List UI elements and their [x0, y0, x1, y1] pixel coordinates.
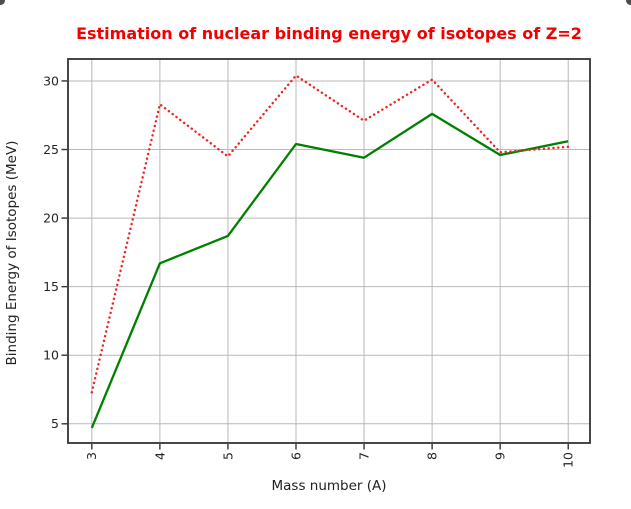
green-solid-series [90, 112, 569, 429]
y-tick-label: 30 [43, 73, 59, 88]
screenshot-corner-artifact [626, 0, 631, 5]
x-axis-label: Mass number (A) [271, 478, 387, 494]
y-tick-label: 25 [43, 142, 59, 157]
axes-spines [67, 58, 591, 444]
y-tick-label: 20 [43, 210, 59, 225]
x-tick-label: 10 [561, 452, 576, 468]
red-dotted-series [90, 74, 570, 394]
x-tick-label: 7 [356, 452, 371, 460]
x-tick-label: 4 [152, 452, 167, 460]
y-tick-label: 10 [43, 348, 59, 363]
chart-title: Estimation of nuclear binding energy of … [76, 24, 582, 43]
x-tick-label: 8 [424, 452, 439, 460]
x-tick-label: 9 [493, 452, 508, 460]
y-tick-label: 15 [43, 279, 59, 294]
y-tick-label: 5 [51, 416, 59, 431]
screenshot-corner-artifact [0, 0, 5, 5]
x-tick-label: 6 [288, 452, 303, 460]
x-tick-label: 5 [220, 452, 235, 460]
x-tick-label: 3 [84, 452, 99, 460]
